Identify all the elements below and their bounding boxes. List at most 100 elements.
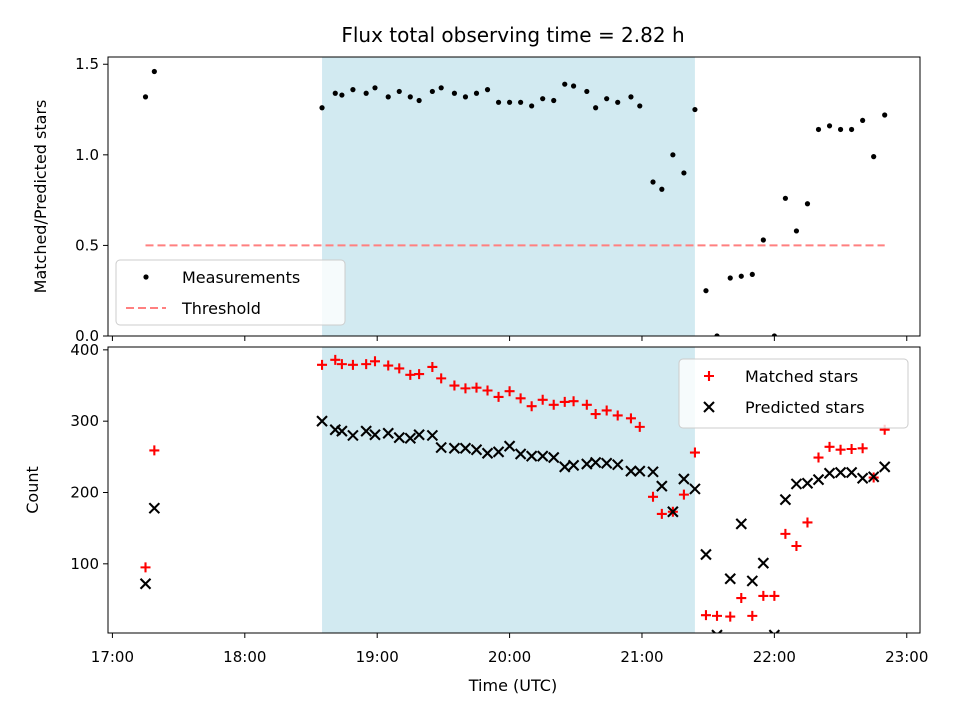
data-point: [611, 458, 624, 471]
data-point: [363, 90, 369, 96]
data-point: [495, 99, 502, 105]
data-point: [779, 493, 792, 506]
y-axis-label: Count: [23, 466, 42, 514]
legend-label: Predicted stars: [745, 398, 865, 417]
data-point: [140, 562, 151, 573]
data-point: [536, 450, 549, 462]
data-point: [824, 441, 835, 452]
data-point: [746, 575, 759, 587]
data-point: [801, 477, 814, 489]
data-point: [711, 629, 723, 633]
data-point: [514, 448, 527, 460]
data-point: [350, 87, 356, 93]
data-point: [482, 385, 493, 396]
x-tick-label: 18:00: [223, 648, 266, 666]
y-tick-label: 1.0: [75, 146, 99, 164]
y-tick-label: 1.5: [75, 55, 99, 73]
data-point: [436, 373, 447, 384]
data-point: [815, 126, 822, 133]
data-point: [339, 92, 345, 98]
data-point: [625, 465, 637, 477]
data-point: [559, 396, 570, 407]
data-point: [878, 461, 891, 473]
data-point: [568, 396, 579, 407]
data-point: [493, 391, 504, 402]
data-point: [438, 85, 444, 91]
legend-marker: [703, 401, 715, 413]
data-point: [659, 186, 665, 192]
data-point: [656, 480, 668, 492]
data-point: [407, 94, 413, 100]
legend-box: [115, 259, 346, 326]
data-point: [385, 94, 391, 100]
data-point: [332, 90, 338, 96]
data-point: [812, 473, 825, 486]
data-point: [804, 201, 811, 207]
chart-title: Flux total observing time = 2.82 h: [341, 23, 684, 47]
data-point: [689, 483, 701, 495]
data-point: [867, 471, 880, 483]
data-point: [317, 359, 328, 370]
legend-label: Matched stars: [745, 367, 858, 386]
data-point: [503, 440, 516, 452]
data-point: [319, 105, 325, 111]
data-point: [846, 443, 857, 454]
legend-marker: [704, 371, 714, 381]
data-point: [634, 465, 646, 477]
data-point: [848, 126, 855, 133]
data-point: [856, 472, 869, 484]
series-group: [142, 68, 888, 336]
data-point: [448, 442, 461, 455]
observing-span: [322, 57, 695, 336]
data-point: [504, 386, 515, 397]
data-point: [650, 179, 656, 185]
data-point: [383, 360, 394, 371]
data-point: [648, 491, 659, 502]
data-point: [678, 473, 690, 485]
data-point: [347, 359, 358, 370]
ratio-panel: 0.0 0.5 1.0 1.5 Matched/Predicted stars Measu…: [31, 55, 921, 345]
data-point: [735, 518, 748, 530]
data-point: [712, 610, 722, 621]
data-point: [139, 578, 152, 590]
data-point: [757, 557, 770, 569]
data-point: [548, 399, 559, 410]
data-point: [316, 415, 328, 427]
x-tick-label: 17:00: [91, 648, 134, 666]
data-point: [369, 356, 380, 367]
x-axis-label: Time (UTC): [468, 676, 557, 695]
data-point: [394, 363, 405, 374]
data-point: [473, 90, 480, 96]
data-point: [393, 431, 406, 444]
data-point: [656, 508, 667, 519]
data-point: [330, 354, 341, 365]
data-point: [481, 447, 494, 460]
data-point: [426, 429, 439, 442]
data-point: [860, 117, 866, 124]
data-point: [647, 466, 659, 478]
data-point: [703, 288, 709, 294]
data-point: [413, 428, 425, 441]
data-point: [142, 94, 149, 100]
y-tick-label: 0.5: [75, 236, 99, 254]
observing-span: [322, 347, 695, 633]
data-point: [562, 81, 568, 87]
data-point: [689, 447, 700, 458]
data-point: [347, 429, 359, 442]
y-tick-label: 0.0: [75, 327, 99, 345]
data-point: [758, 590, 769, 601]
data-point: [747, 610, 758, 621]
data-point: [584, 88, 590, 95]
y-axis-label: Matched/Predicted stars: [31, 100, 50, 294]
data-point: [837, 126, 844, 133]
data-point: [570, 83, 577, 89]
data-point: [634, 421, 645, 432]
data-point: [336, 425, 348, 437]
data-point: [372, 85, 378, 91]
data-point: [515, 393, 526, 404]
data-point: [749, 271, 755, 278]
data-point: [149, 445, 160, 456]
data-point: [459, 442, 472, 455]
data-point: [414, 369, 425, 380]
